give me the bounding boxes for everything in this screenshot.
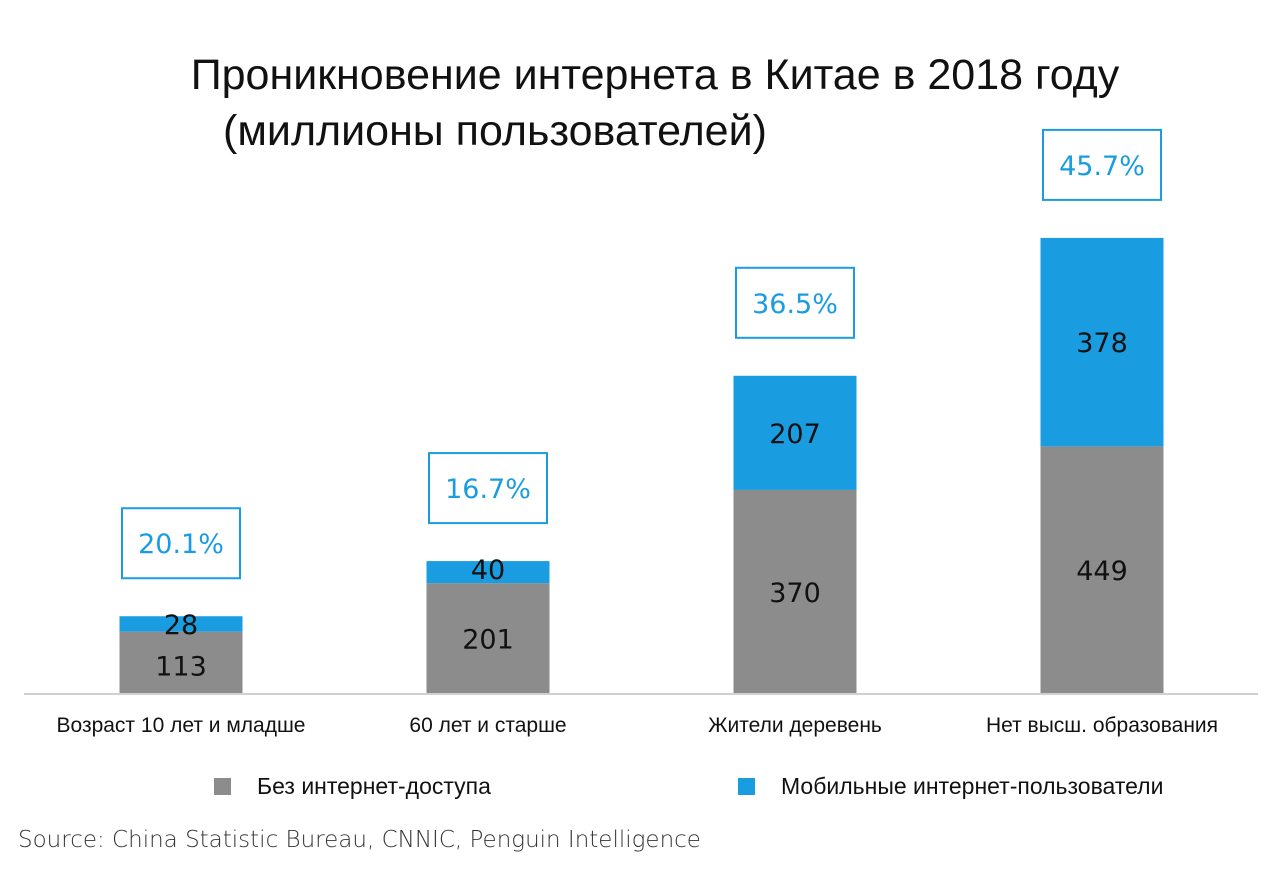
legend-label-no-internet: Без интернет-доступа — [257, 772, 491, 799]
percent-label-1: 16.7% — [445, 474, 531, 505]
bar-mobile-users-3 — [1040, 237, 1164, 447]
legend-item-no-internet: Без интернет-доступа — [214, 771, 491, 801]
value-label-mobile-users-2: 207 — [769, 419, 821, 450]
category-label-2: Жители деревень — [708, 714, 882, 737]
value-label-no-internet-2: 370 — [769, 578, 821, 609]
percent-box-0 — [121, 507, 241, 580]
category-label-3: Нет высш. образования — [986, 714, 1218, 737]
bar-no-internet-2 — [733, 489, 857, 694]
percent-label-2: 36.5% — [752, 289, 838, 320]
value-label-mobile-users-3: 378 — [1076, 328, 1128, 359]
chart-subtitle: (миллионы пользователей) — [223, 107, 767, 155]
bar-mobile-users-1 — [426, 561, 550, 584]
percent-box-3 — [1042, 128, 1162, 201]
value-label-no-internet-0: 113 — [155, 652, 207, 683]
legend-swatch-gray — [214, 777, 231, 795]
chart-title: Проникновение интернета в Китае в 2018 г… — [190, 51, 1120, 99]
percent-label-0: 20.1% — [138, 529, 224, 560]
bar-no-internet-0 — [119, 631, 243, 694]
bar-mobile-users-2 — [733, 375, 857, 490]
percent-label-3: 45.7% — [1059, 151, 1145, 182]
bar-mobile-users-0 — [119, 616, 243, 632]
bar-no-internet-1 — [426, 583, 550, 694]
value-label-no-internet-3: 449 — [1076, 556, 1128, 587]
value-label-mobile-users-0: 28 — [164, 610, 198, 641]
legend-label-mobile-users: Мобильные интернет-пользователи — [781, 772, 1164, 799]
category-label-0: Возраст 10 лет и младше — [57, 714, 306, 737]
value-label-no-internet-1: 201 — [462, 625, 514, 656]
value-label-mobile-users-1: 40 — [471, 555, 505, 586]
bar-no-internet-3 — [1040, 446, 1164, 694]
source-note: Source: China Statistic Bureau, CNNIC, P… — [18, 827, 701, 853]
legend-item-mobile-users: Мобильные интернет-пользователи — [738, 771, 1163, 801]
category-label-1: 60 лет и старше — [409, 714, 566, 737]
percent-box-1 — [428, 452, 548, 525]
percent-box-2 — [735, 266, 855, 339]
legend-swatch-blue — [738, 777, 755, 795]
